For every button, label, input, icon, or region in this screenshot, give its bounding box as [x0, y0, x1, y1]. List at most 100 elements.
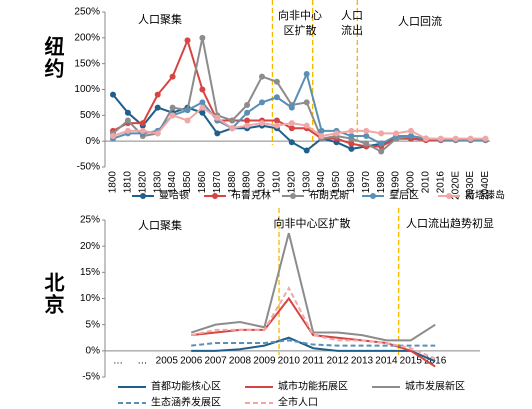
annotation: 人口聚集	[138, 12, 182, 26]
x-tick-label: 2005	[156, 356, 179, 367]
annotation: 人口聚集	[138, 218, 182, 232]
point	[348, 145, 355, 152]
y-tick-label: 50%	[80, 110, 100, 121]
x-tick-label: 1870	[212, 171, 223, 194]
point	[214, 114, 221, 121]
point	[244, 109, 251, 116]
point	[244, 117, 251, 124]
region-label: 纽约	[41, 36, 63, 80]
point	[259, 73, 265, 80]
point	[408, 133, 414, 139]
point	[273, 122, 280, 129]
x-tick-label: 1810	[123, 171, 134, 194]
point	[169, 112, 176, 119]
point	[318, 133, 325, 139]
series-line	[191, 336, 436, 363]
point	[273, 117, 280, 124]
x-tick-label: 1860	[197, 171, 208, 194]
point	[273, 94, 280, 101]
y-tick-label: 0%	[86, 345, 101, 356]
x-tick-label: 2006	[180, 356, 203, 367]
point	[363, 140, 370, 147]
legend-label: 城市功能拓展区	[278, 380, 348, 393]
point	[303, 122, 310, 129]
point	[139, 120, 146, 127]
x-tick-label: 2020E	[450, 171, 461, 200]
x-tick-label: 2016	[424, 356, 447, 367]
x-tick-label: 2015	[400, 356, 423, 367]
legend-label: 全市人口	[278, 396, 318, 409]
point	[259, 120, 265, 127]
legend-marker	[370, 193, 376, 199]
point	[333, 130, 340, 137]
x-tick-label: 2007	[204, 356, 227, 367]
point	[244, 102, 251, 108]
x-tick-label: 1880	[227, 171, 238, 194]
x-tick-label: 1910	[272, 171, 283, 194]
annotation: 流出	[341, 23, 363, 37]
x-tick-label: 1840	[167, 171, 178, 194]
point	[229, 125, 236, 132]
annotation: 区扩散	[284, 23, 317, 37]
series-line	[112, 37, 486, 153]
point	[259, 99, 265, 106]
point	[229, 117, 236, 124]
x-tick-label: 1800	[108, 171, 119, 194]
point	[154, 130, 161, 137]
y-tick-label: 20%	[80, 241, 100, 252]
x-tick-label: 1980	[376, 171, 387, 194]
point	[124, 117, 131, 124]
x-tick-label: 2016	[435, 171, 446, 194]
point	[452, 135, 459, 142]
y-tick-label: 150%	[74, 58, 100, 69]
series-line	[112, 37, 486, 148]
point	[124, 109, 131, 116]
y-tick-label: 15%	[80, 267, 100, 278]
point	[303, 147, 310, 154]
region-label: 北京	[41, 272, 63, 316]
point	[348, 127, 355, 134]
series-line	[112, 70, 486, 145]
point	[154, 104, 161, 111]
annotation: 向非中心区扩散	[274, 216, 351, 230]
x-tick-label: 1930	[301, 171, 312, 194]
y-tick-label: 0%	[86, 136, 101, 147]
point	[199, 86, 206, 93]
y-tick-label: 25%	[80, 215, 100, 226]
legend-label: 布鲁克林	[231, 189, 271, 202]
x-tick-label: 1820	[137, 171, 148, 194]
point	[288, 125, 295, 132]
point	[437, 135, 444, 142]
legend-label: 布朗克斯	[309, 189, 349, 202]
point	[288, 104, 295, 111]
x-tick-label: 1920	[286, 171, 297, 194]
x-tick-label: 2010	[421, 171, 432, 194]
legend-marker	[290, 193, 296, 199]
point	[393, 130, 400, 137]
point	[169, 104, 176, 111]
legend-label: 斯塔滕岛	[465, 189, 505, 202]
legend-label: 曼哈顿	[159, 189, 189, 202]
point	[378, 130, 385, 137]
y-tick-label: 250%	[74, 7, 100, 18]
point	[482, 135, 489, 142]
x-tick-label: 2014	[375, 356, 398, 367]
point	[184, 107, 191, 114]
x-tick-label: 2030E	[465, 171, 476, 200]
point	[184, 117, 191, 124]
series-line	[190, 285, 436, 360]
x-tick-label: 1990	[391, 171, 402, 194]
point	[378, 148, 385, 155]
annotation: 向非中心	[278, 8, 322, 22]
x-tick-label: 1970	[361, 171, 372, 194]
point	[318, 127, 325, 134]
x-tick-label: 1890	[242, 171, 253, 194]
point	[467, 135, 474, 142]
point	[408, 127, 414, 134]
x-tick-label: …	[137, 356, 147, 367]
point	[348, 133, 355, 139]
legend-marker	[140, 193, 146, 199]
legend-marker	[446, 193, 452, 199]
legend-label: 城市发展新区	[405, 380, 465, 393]
